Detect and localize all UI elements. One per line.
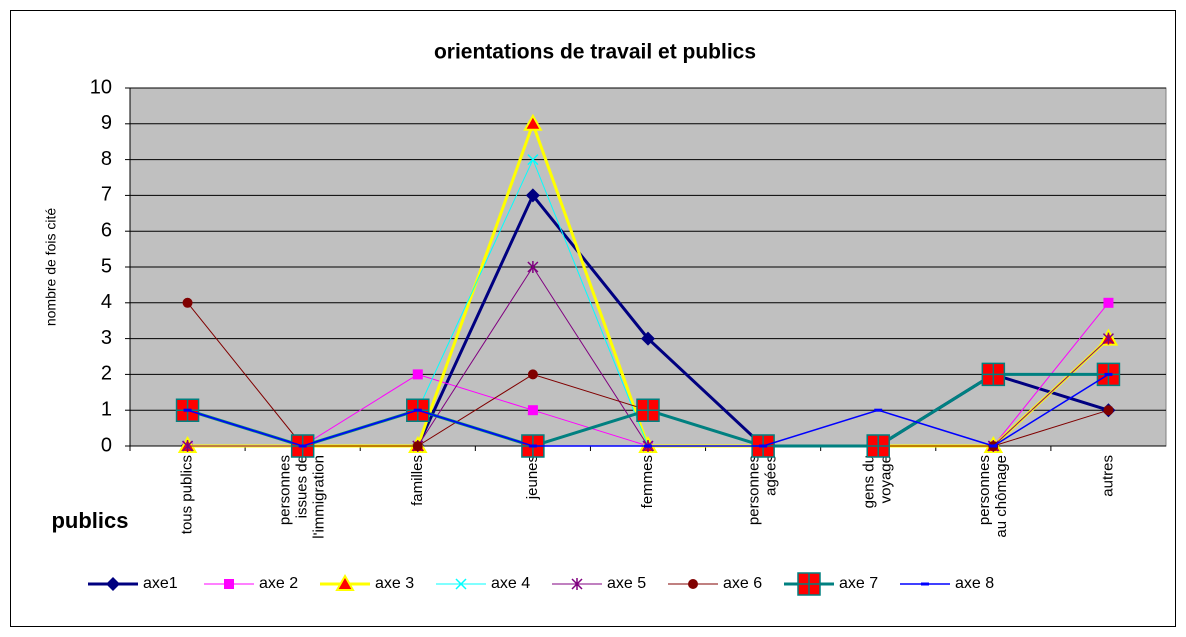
marker bbox=[797, 572, 821, 596]
x-tick-label: gens duvoyage bbox=[861, 455, 895, 508]
marker bbox=[1103, 405, 1114, 416]
marker bbox=[981, 362, 1006, 387]
x-tick-label: femmes bbox=[639, 455, 656, 508]
legend-label: axe 4 bbox=[491, 575, 530, 592]
marker bbox=[455, 578, 467, 590]
marker bbox=[525, 188, 540, 203]
legend-label: axe 2 bbox=[259, 575, 298, 592]
marker bbox=[866, 434, 890, 458]
legend-label: axe 7 bbox=[839, 575, 878, 592]
marker bbox=[527, 369, 538, 380]
marker bbox=[412, 369, 423, 380]
marker bbox=[335, 573, 355, 591]
legend-label: axe 3 bbox=[375, 575, 414, 592]
marker bbox=[528, 444, 537, 448]
marker bbox=[688, 579, 698, 589]
chart-title: orientations de travail et publics bbox=[434, 41, 756, 64]
marker bbox=[571, 578, 583, 590]
marker bbox=[1104, 372, 1113, 376]
y-tick-label: 6 bbox=[101, 219, 112, 241]
marker bbox=[527, 261, 539, 273]
legend-label: axe1 bbox=[143, 575, 178, 592]
marker bbox=[921, 582, 929, 586]
y-tick-label: 5 bbox=[101, 255, 112, 277]
y-tick-label: 3 bbox=[101, 327, 112, 349]
marker bbox=[759, 444, 768, 448]
y-tick-label: 7 bbox=[101, 184, 112, 206]
x-tick-label: personnesissues del'immigration bbox=[277, 455, 328, 539]
marker bbox=[182, 440, 194, 452]
x-tick-label: tous publics bbox=[179, 455, 196, 534]
y-tick-label: 10 bbox=[90, 76, 112, 98]
y-tick-label: 4 bbox=[101, 291, 112, 313]
y-tick-label: 2 bbox=[101, 363, 112, 385]
y-tick-label: 1 bbox=[101, 398, 112, 420]
marker bbox=[413, 408, 422, 412]
marker bbox=[106, 577, 120, 591]
x-tick-label: familles bbox=[409, 455, 426, 506]
marker bbox=[412, 441, 423, 451]
marker bbox=[527, 154, 539, 166]
y-tick-label: 8 bbox=[101, 148, 112, 170]
y-tick-label: 9 bbox=[101, 112, 112, 134]
marker bbox=[183, 408, 192, 412]
marker bbox=[636, 398, 660, 422]
marker bbox=[224, 579, 234, 589]
y-tick-label: 0 bbox=[101, 434, 112, 456]
marker bbox=[641, 331, 655, 346]
legend-label: axe 8 bbox=[955, 575, 994, 592]
marker bbox=[527, 405, 538, 416]
x-tick-label: personnesau chômage bbox=[976, 455, 1010, 538]
marker bbox=[874, 408, 883, 412]
y-axis-label: nombre de fois cité bbox=[43, 208, 59, 326]
marker bbox=[182, 297, 193, 308]
marker bbox=[298, 444, 307, 448]
marker bbox=[1102, 332, 1114, 345]
x-axis-label: publics bbox=[51, 508, 128, 533]
legend-label: axe 5 bbox=[607, 575, 646, 592]
x-tick-label: personnesagées bbox=[746, 455, 780, 525]
marker bbox=[644, 444, 652, 448]
marker bbox=[523, 113, 543, 131]
legend-label: axe 6 bbox=[723, 575, 762, 592]
marker bbox=[989, 444, 998, 448]
x-tick-label: autres bbox=[1099, 455, 1116, 497]
x-tick-label: jeunes bbox=[524, 455, 541, 500]
marker bbox=[1103, 297, 1114, 308]
series bbox=[183, 372, 1113, 448]
